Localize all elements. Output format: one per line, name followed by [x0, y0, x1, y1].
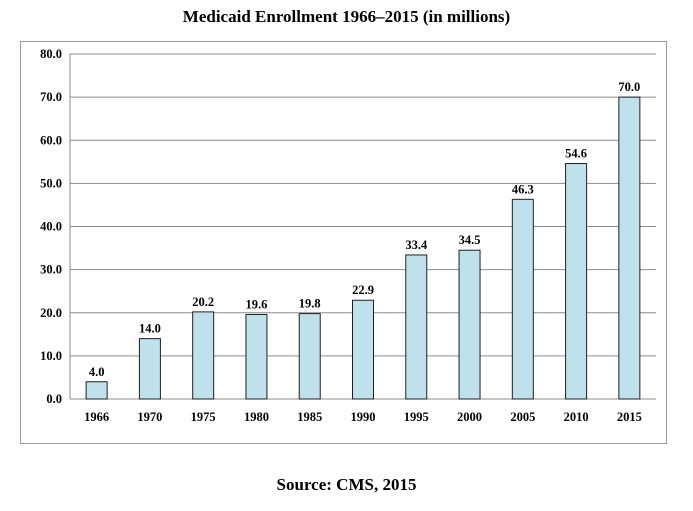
- data-label: 14.0: [139, 322, 161, 336]
- y-tick-label: 60.0: [40, 133, 62, 147]
- bar: [352, 299, 374, 400]
- y-tick-label: 50.0: [40, 176, 62, 190]
- bar: [85, 381, 108, 400]
- data-label: 54.6: [565, 147, 587, 161]
- y-tick-label: 80.0: [40, 47, 62, 61]
- x-tick-label: 1980: [244, 410, 269, 424]
- x-axis-ticks: 1966 1970 1975 1980 1985 1990 1995 2000 2005 2010…: [84, 410, 642, 424]
- x-tick-label: 1970: [137, 410, 162, 424]
- x-tick-label: 2015: [617, 410, 642, 424]
- data-label: 19.8: [299, 297, 321, 311]
- chart-title: Medicaid Enrollment 1966–2015 (in millio…: [182, 7, 511, 26]
- x-tick-label: 1985: [297, 410, 322, 424]
- y-axis-ticks: 0.0 10.0 20.0 30.0 40.0 50.0 60.0 70.0 80.0: [40, 47, 62, 406]
- chart-frame: [20, 41, 667, 444]
- y-tick-label: 10.0: [40, 349, 62, 363]
- data-label: 70.0: [618, 80, 640, 94]
- x-tick-label: 1966: [84, 410, 109, 424]
- data-label: 20.2: [192, 295, 214, 309]
- x-tick-label: 2005: [510, 410, 535, 424]
- x-tick-label: 2000: [457, 410, 482, 424]
- x-tick-label: 1995: [404, 410, 429, 424]
- y-tick-label: 70.0: [40, 90, 62, 104]
- y-tick-label: 30.0: [40, 263, 62, 277]
- data-label: 22.9: [352, 283, 374, 297]
- y-tick-label: 0.0: [46, 392, 62, 406]
- x-tick-label: 1990: [351, 410, 376, 424]
- y-tick-label: 40.0: [40, 220, 62, 234]
- bar: [298, 313, 321, 400]
- x-tick-label: 2010: [564, 410, 589, 424]
- data-label: 33.4: [405, 238, 428, 252]
- bar: [245, 313, 268, 400]
- data-label: 19.6: [246, 297, 268, 311]
- bar: [618, 96, 641, 400]
- data-label: 46.3: [512, 182, 534, 196]
- bar: [192, 311, 215, 400]
- data-label: 4.0: [89, 365, 105, 379]
- bar: [458, 249, 481, 400]
- chart-source: Source: CMS, 2015: [276, 475, 417, 494]
- x-tick-label: 1975: [191, 410, 216, 424]
- bars: [85, 96, 641, 400]
- data-labels: 4.0 14.0 20.2 19.6 19.8 22.9 33.4 34.5 46.3 54.6 7…: [89, 80, 640, 379]
- y-tick-label: 20.0: [40, 306, 62, 320]
- bar: [138, 338, 161, 400]
- bar: [565, 163, 588, 400]
- data-label: 34.5: [459, 233, 481, 247]
- bar: [405, 254, 428, 400]
- bar: [511, 198, 534, 400]
